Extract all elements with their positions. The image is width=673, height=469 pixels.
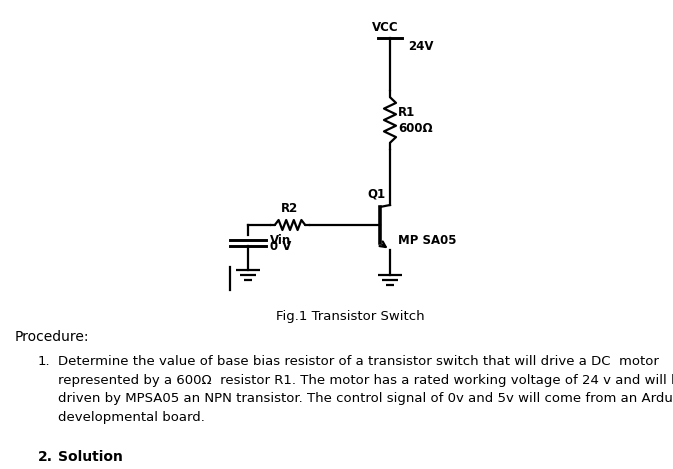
Text: R2: R2 <box>281 202 299 215</box>
Text: 1.: 1. <box>38 355 50 368</box>
Text: Solution: Solution <box>58 450 123 464</box>
Text: Procedure:: Procedure: <box>15 330 90 344</box>
Text: VCC: VCC <box>371 21 398 34</box>
Text: Determine the value of base bias resistor of a transistor switch that will drive: Determine the value of base bias resisto… <box>58 355 673 424</box>
Text: 24V: 24V <box>408 40 433 53</box>
Text: Q1: Q1 <box>367 187 385 200</box>
Text: R1: R1 <box>398 106 415 119</box>
Text: Vin: Vin <box>270 234 291 247</box>
Text: 600Ω: 600Ω <box>398 121 433 135</box>
Text: MP SA05: MP SA05 <box>398 234 456 247</box>
Text: 2.: 2. <box>38 450 53 464</box>
Text: Fig.1 Transistor Switch: Fig.1 Transistor Switch <box>276 310 424 323</box>
Text: 0 V: 0 V <box>270 240 291 252</box>
